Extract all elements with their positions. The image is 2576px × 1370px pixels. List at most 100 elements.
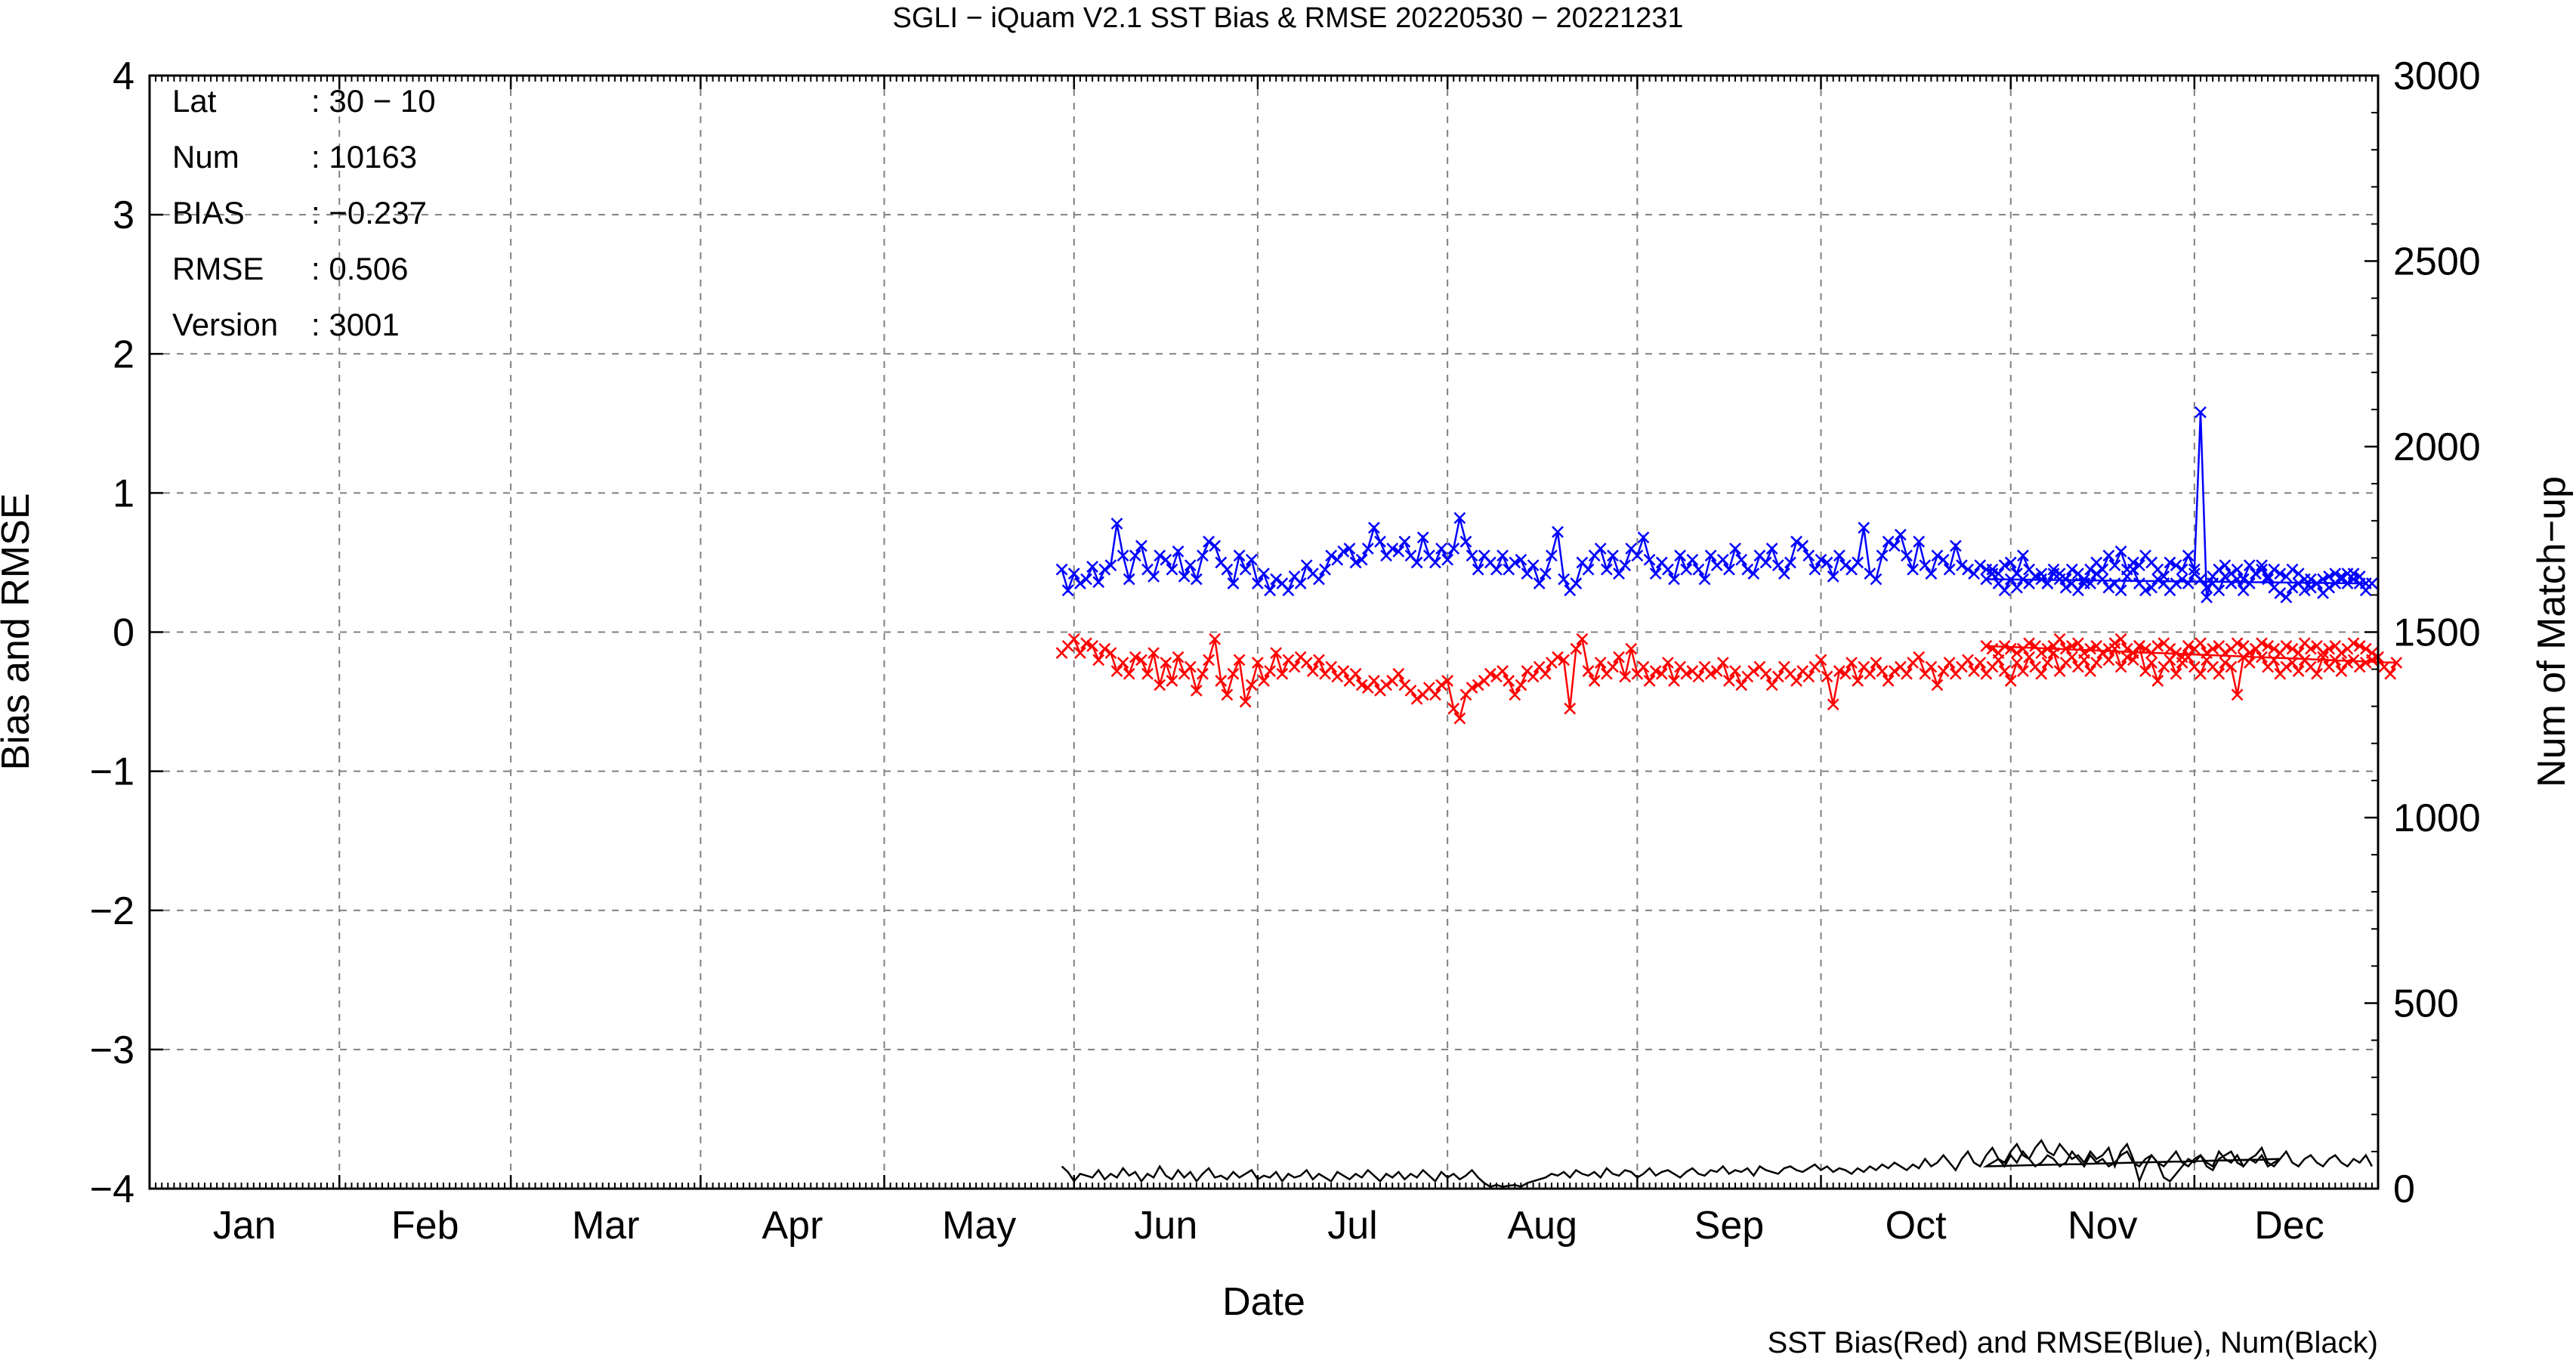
point-rmse	[2108, 559, 2121, 572]
point-rmse	[1270, 573, 1283, 586]
point-bias	[2341, 657, 2354, 669]
point-bias	[2213, 667, 2225, 680]
point-rmse	[1986, 563, 1999, 576]
point-bias	[2108, 637, 2121, 650]
point-bias	[2225, 660, 2238, 673]
point-rmse	[2145, 581, 2158, 594]
point-rmse	[1704, 549, 1717, 562]
point-rmse	[1294, 577, 1307, 589]
point-bias	[1931, 679, 1944, 691]
info-key-bias: BIAS	[172, 195, 245, 230]
point-rmse	[2188, 563, 2201, 576]
y-tick-label: 1	[113, 472, 134, 515]
point-rmse	[1496, 549, 1509, 562]
point-bias	[1453, 712, 1466, 725]
point-rmse	[1110, 517, 1123, 530]
point-bias	[1723, 675, 1735, 687]
point-rmse	[1888, 540, 1901, 552]
point-rmse	[1282, 584, 1295, 597]
point-rmse	[1221, 563, 1234, 576]
point-bias	[2041, 657, 2054, 669]
info-value-version: : 3001	[311, 307, 400, 342]
point-rmse	[1876, 549, 1889, 562]
point-bias	[1466, 682, 1478, 694]
point-rmse	[1882, 535, 1895, 548]
point-bias	[2170, 667, 2182, 680]
point-rmse	[1986, 567, 1999, 580]
point-bias	[1582, 665, 1595, 677]
point-rmse	[1570, 577, 1583, 589]
point-bias	[1833, 665, 1846, 677]
point-rmse	[1453, 512, 1466, 524]
point-rmse	[2250, 567, 2262, 580]
point-bias	[1643, 675, 1656, 687]
point-rmse	[1258, 567, 1270, 580]
point-rmse	[1552, 526, 1564, 538]
point-bias	[2311, 667, 2323, 680]
point-bias	[1472, 679, 1484, 691]
point-rmse	[1931, 549, 1944, 562]
point-rmse	[2195, 406, 2207, 419]
y2-tick-label: 2500	[2393, 240, 2481, 284]
y2-axis-label: Num of Match−up	[2530, 476, 2574, 787]
point-bias	[1901, 667, 1913, 680]
point-bias	[1221, 688, 1234, 701]
point-bias	[2366, 647, 2378, 660]
point-bias	[2035, 647, 2048, 660]
point-bias	[1264, 665, 1276, 677]
point-rmse	[1998, 584, 2011, 597]
y2-tick-label: 0	[2393, 1167, 2415, 1211]
point-bias	[2114, 660, 2127, 673]
point-bias	[2059, 642, 2072, 655]
point-bias	[1337, 665, 1350, 677]
point-rmse	[1913, 535, 1926, 548]
point-rmse	[2317, 573, 2329, 586]
point-rmse	[1870, 573, 1883, 586]
point-bias	[1564, 702, 1577, 715]
point-bias	[1998, 665, 2011, 677]
info-key-rmse: RMSE	[172, 251, 264, 286]
point-rmse	[1325, 549, 1338, 562]
point-bias	[1503, 675, 1515, 687]
point-bias	[2084, 665, 2096, 677]
point-rmse	[1949, 540, 1962, 552]
point-bias	[1729, 665, 1741, 677]
point-bias	[2084, 642, 2096, 655]
point-rmse	[1435, 543, 1447, 555]
point-bias	[1925, 660, 1938, 673]
point-rmse	[2071, 584, 2084, 597]
y-tick-label: −4	[90, 1167, 134, 1211]
point-bias	[2010, 657, 2023, 669]
point-rmse	[1937, 553, 1950, 566]
y2-tick-label: 1000	[2393, 796, 2481, 840]
point-rmse	[1968, 567, 1980, 580]
point-bias	[1349, 667, 1362, 680]
point-rmse	[2059, 581, 2072, 594]
point-bias	[1104, 647, 1117, 660]
point-bias	[2359, 657, 2372, 669]
y-tick-label: 2	[113, 332, 134, 376]
point-bias	[1203, 654, 1215, 666]
point-bias	[1625, 642, 1638, 655]
point-rmse	[1962, 563, 1974, 576]
point-bias	[2078, 647, 2090, 660]
x-tick-label: Dec	[2254, 1204, 2324, 1248]
point-bias	[1937, 665, 1950, 677]
point-bias	[2243, 647, 2256, 660]
point-bias	[1759, 667, 1772, 680]
point-bias	[1306, 665, 1319, 677]
point-rmse	[1398, 535, 1411, 548]
point-rmse	[1827, 570, 1839, 583]
point-bias	[1846, 657, 1858, 669]
point-rmse	[1998, 559, 2011, 572]
point-rmse	[2133, 559, 2145, 572]
point-rmse	[1692, 563, 1705, 576]
point-rmse	[1771, 559, 1784, 572]
point-bias	[2268, 642, 2281, 655]
point-rmse	[2182, 577, 2195, 589]
point-bias	[1570, 642, 1583, 655]
point-rmse	[2114, 584, 2127, 597]
point-rmse	[1355, 553, 1368, 566]
point-bias	[1258, 675, 1270, 687]
